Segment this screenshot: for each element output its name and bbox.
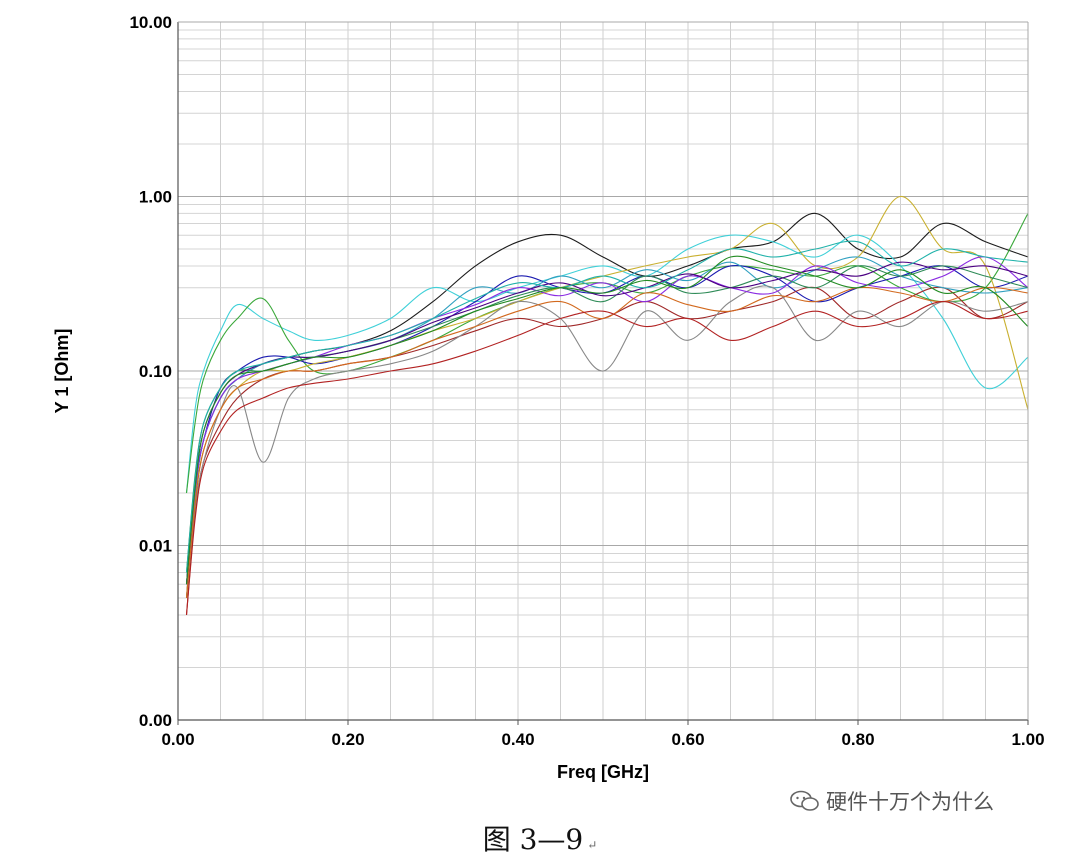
y-axis-label: Y 1 [Ohm] bbox=[52, 329, 72, 414]
watermark-text: 硬件十万个为什么 bbox=[826, 790, 994, 814]
axes bbox=[177, 21, 1029, 721]
figure-caption: 图 3—9 ↵ bbox=[0, 818, 1080, 858]
series-line bbox=[185, 255, 1029, 585]
series-line bbox=[185, 256, 1029, 585]
watermark: 硬件十万个为什么 bbox=[790, 786, 994, 816]
wechat-icon bbox=[790, 790, 819, 811]
series-line bbox=[185, 286, 1029, 615]
y-tick-label: 0.00 bbox=[139, 711, 172, 730]
paragraph-mark: ↵ bbox=[587, 838, 598, 852]
chart-svg: 0.00 0.20 0.40 0.60 0.80 1.00 0.00 0.01 0.10 1.00… bbox=[52, 13, 1045, 782]
x-tick-label: 1.00 bbox=[1011, 730, 1044, 749]
y-tick-label: 0.01 bbox=[139, 537, 172, 556]
y-tick-label: 0.10 bbox=[139, 362, 172, 381]
x-tick-label: 0.80 bbox=[841, 730, 874, 749]
x-tick-label: 0.00 bbox=[161, 730, 194, 749]
x-tick-label: 0.40 bbox=[501, 730, 534, 749]
x-tick-label: 0.60 bbox=[671, 730, 704, 749]
tick-labels: 0.00 0.20 0.40 0.60 0.80 1.00 0.00 0.01 0.10 1.00… bbox=[129, 13, 1044, 749]
y-tick-label: 10.00 bbox=[129, 13, 172, 32]
series-line bbox=[185, 301, 1029, 615]
x-axis-label: Freq [GHz] bbox=[557, 762, 649, 782]
caption-text: 图 3—9 bbox=[482, 823, 584, 856]
y-tick-label: 1.00 bbox=[139, 188, 172, 207]
series-line bbox=[185, 240, 1029, 573]
x-tick-label: 0.20 bbox=[331, 730, 364, 749]
series-group bbox=[185, 195, 1029, 615]
